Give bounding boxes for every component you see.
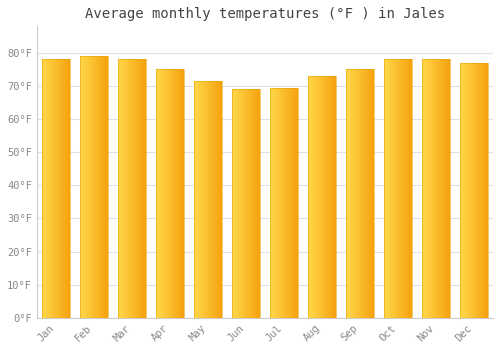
Bar (194, 81, 222, 318)
Bar (156, 69, 184, 318)
Bar (270, 88, 298, 318)
Bar (384, 60, 412, 318)
Bar (308, 76, 336, 318)
Bar (460, 63, 488, 318)
Bar (80, 56, 108, 318)
Bar (42, 60, 70, 318)
Bar (346, 69, 374, 318)
Bar (118, 60, 146, 318)
Bar (422, 60, 450, 318)
Bar (232, 89, 260, 318)
Title: Average monthly temperatures (°F ) in Jales: Average monthly temperatures (°F ) in Ja… (85, 7, 445, 21)
